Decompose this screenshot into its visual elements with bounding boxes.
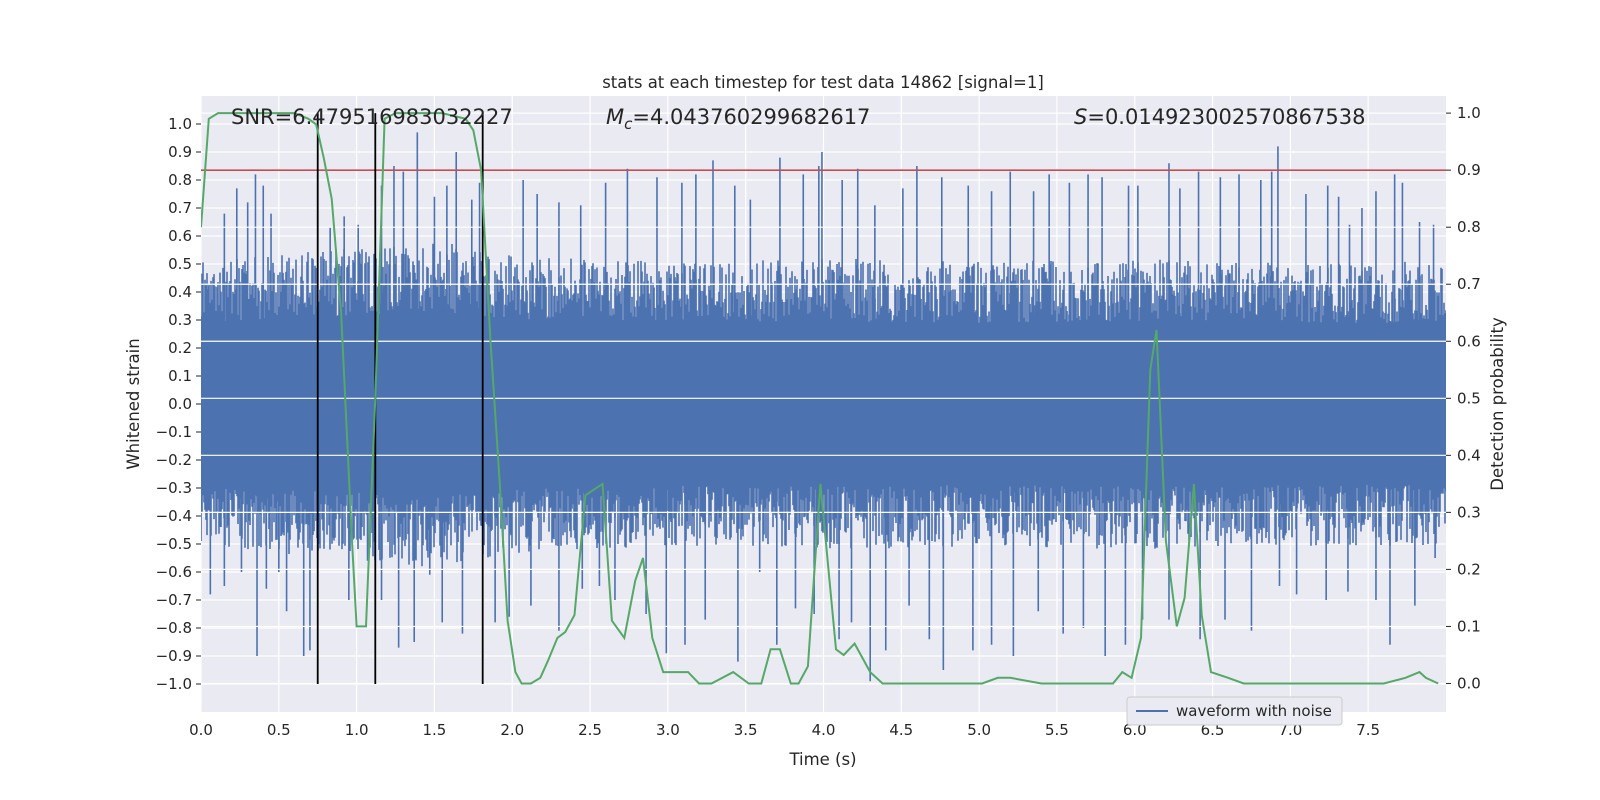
y-tick-label: 0.0 <box>168 395 192 413</box>
x-tick-label: 4.5 <box>889 721 913 739</box>
chirp-mass-subscript: c <box>624 115 633 133</box>
right-y-tick-label: 0.1 <box>1457 617 1481 635</box>
y-tick-label: −0.2 <box>156 451 192 469</box>
x-tick-label: 0.0 <box>189 721 213 739</box>
right-y-tick-label: 1.0 <box>1457 104 1481 122</box>
y-tick-label: 0.5 <box>168 255 192 273</box>
chirp-mass-annotation: Mc=4.043760299682617 <box>606 105 870 133</box>
right-y-tick-label: 0.5 <box>1457 389 1481 407</box>
x-tick-label: 2.0 <box>500 721 524 739</box>
right-y-tick-label: 0.0 <box>1457 674 1481 692</box>
s-annotation: S=0.014923002570867538 <box>1074 105 1365 129</box>
right-y-tick-labels: 1.0 0.9 0.8 0.7 0.6 0.5 0.4 0.3 0.2 0.1 0.0 <box>1446 104 1481 692</box>
right-y-tick-label: 0.4 <box>1457 446 1481 464</box>
s-symbol: S <box>1074 105 1087 129</box>
x-tick-label: 4.0 <box>812 721 836 739</box>
snr-annotation: SNR=6.479516983032227 <box>231 105 513 129</box>
y-tick-label: −0.9 <box>156 647 192 665</box>
y-tick-label: −1.0 <box>156 675 192 693</box>
legend-label: waveform with noise <box>1176 702 1332 720</box>
x-tick-label: 5.0 <box>967 721 991 739</box>
x-tick-label: 2.5 <box>578 721 602 739</box>
right-y-tick-label: 0.3 <box>1457 503 1481 521</box>
x-tick-label: 7.5 <box>1356 721 1380 739</box>
y-tick-label: −0.5 <box>156 535 192 553</box>
chirp-mass-value: =4.043760299682617 <box>632 105 870 129</box>
right-y-tick-label: 0.2 <box>1457 560 1481 578</box>
chart-title: stats at each timestep for test data 148… <box>602 73 1044 92</box>
x-tick-label: 5.5 <box>1045 721 1069 739</box>
y-tick-label: 0.7 <box>168 199 192 217</box>
y-tick-label: 1.0 <box>168 115 192 133</box>
y-tick-label: −0.1 <box>156 423 192 441</box>
chirp-mass-symbol: M <box>606 105 624 129</box>
y-tick-label: −0.6 <box>156 563 192 581</box>
y-tick-label: 0.2 <box>168 339 192 357</box>
legend-box <box>1126 696 1343 726</box>
y-tick-label: 0.6 <box>168 227 192 245</box>
s-value: =0.014923002570867538 <box>1087 105 1365 129</box>
y-tick-label: −0.3 <box>156 479 192 497</box>
x-tick-label: 1.5 <box>423 721 447 739</box>
x-axis-label: Time (s) <box>788 750 856 769</box>
x-tick-label: 0.5 <box>267 721 291 739</box>
detection-probability-line <box>201 112 1439 685</box>
waveform-series <box>201 132 1446 682</box>
y-tick-label: 0.9 <box>168 143 192 161</box>
x-tick-label: 3.5 <box>734 721 758 739</box>
right-y-tick-label: 0.8 <box>1457 218 1481 236</box>
y-tick-labels: 1.0 0.9 0.8 0.7 0.6 0.5 0.4 0.3 0.2 0.1 0.0 −0.1 −0.… <box>156 115 201 693</box>
right-y-tick-label: 0.7 <box>1457 275 1481 293</box>
legend: waveform with noise <box>1126 696 1343 726</box>
y-tick-label: −0.8 <box>156 619 192 637</box>
y-axis-label: Whitened strain <box>124 338 143 469</box>
y-tick-label: 0.8 <box>168 171 192 189</box>
right-y-tick-label: 0.9 <box>1457 161 1481 179</box>
right-y-tick-label: 0.6 <box>1457 332 1481 350</box>
x-tick-label: 1.0 <box>345 721 369 739</box>
y-tick-label: 0.3 <box>168 311 192 329</box>
y-tick-label: −0.7 <box>156 591 192 609</box>
waveform-band <box>201 243 1446 567</box>
x-tick-label: 3.0 <box>656 721 680 739</box>
y-tick-label: −0.4 <box>156 507 192 525</box>
right-y-axis-label: Detection probability <box>1488 317 1507 491</box>
y-tick-label: 0.4 <box>168 283 192 301</box>
y-tick-label: 0.1 <box>168 367 192 385</box>
